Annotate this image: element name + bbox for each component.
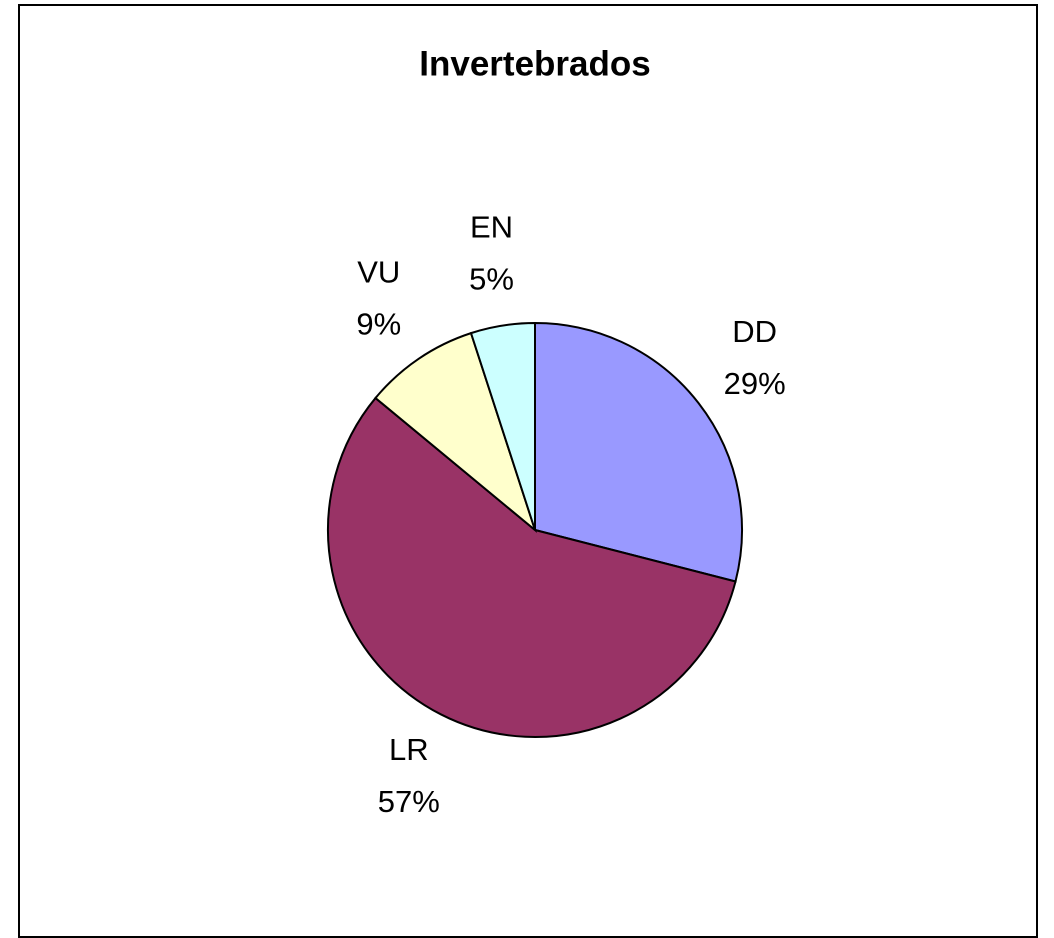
slice-category-label: LR: [389, 732, 429, 767]
pie-slice: [327, 396, 737, 738]
slice-value-label: 5%: [469, 262, 514, 297]
slice-category-label: EN: [470, 210, 513, 245]
slice-category-label: DD: [732, 314, 777, 349]
pie-slice: [374, 331, 538, 533]
slice-value-label: 29%: [724, 366, 786, 401]
chart-title: Invertebrados: [419, 44, 650, 83]
slice-category-label: VU: [357, 254, 400, 289]
slice-value-label: 57%: [378, 784, 440, 819]
pie-slice: [469, 321, 536, 531]
slice-value-label: 9%: [356, 306, 401, 341]
pie-slice: [534, 321, 743, 583]
